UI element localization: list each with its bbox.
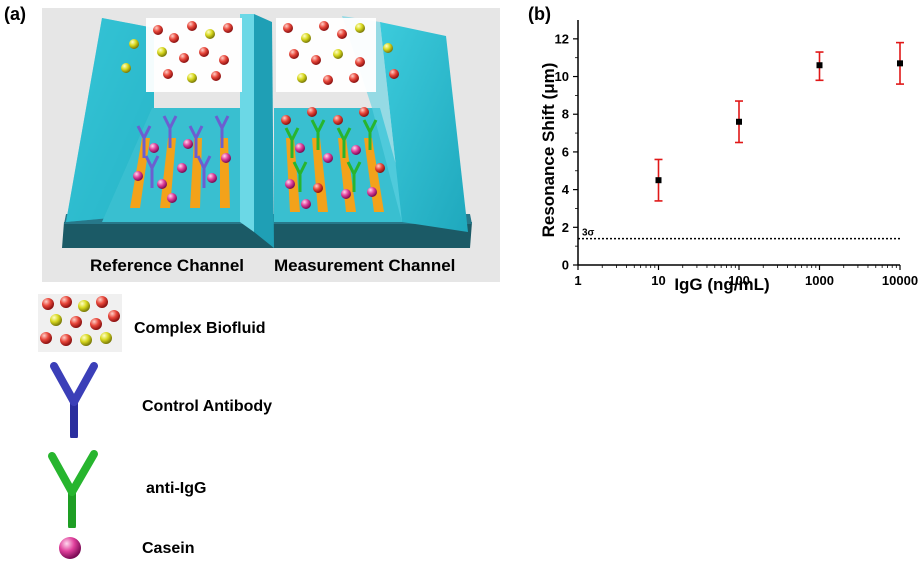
data-point (897, 60, 903, 67)
y-tick-label: 10 (555, 69, 569, 84)
panel-a-label: (a) (4, 4, 26, 24)
x-tick-label: 100 (728, 273, 750, 288)
x-tick-label: 1000 (805, 273, 834, 288)
channel-divider (254, 14, 274, 248)
x-tick-label: 10 (651, 273, 665, 288)
data-point (655, 177, 662, 184)
x-axis-label: IgG (ng/mL) (674, 275, 769, 294)
legend-complex-biofluid: Complex Biofluid (134, 320, 266, 337)
reference-channel-caption: Reference Channel (90, 256, 244, 275)
biofluid-particles (121, 21, 399, 85)
x-tick-label: 1 (574, 273, 581, 288)
y-tick-label: 12 (555, 31, 569, 46)
data-point (816, 62, 823, 69)
measurement-channel-wall (380, 22, 468, 232)
anti-igg-antibodies (284, 119, 378, 192)
x-tick-label: 10000 (882, 273, 918, 288)
casein-sphere-icon (59, 537, 81, 559)
measurement-channel-caption: Measurement Channel (274, 256, 456, 275)
resonance-shift-chart: 1 10 100 1000 10000 0 2 4 6 8 10 12 3σ IgG (ng/mL)… (539, 20, 918, 294)
legend-casein: Casein (142, 540, 195, 557)
x-axis-ticks: 1 10 100 1000 10000 (574, 265, 918, 288)
legend-control-antibody: Control Antibody (142, 398, 273, 415)
y-tick-label: 2 (562, 220, 569, 235)
y-tick-label: 4 (562, 182, 570, 197)
control-antibody-icon (50, 362, 98, 438)
channel-illustration (42, 8, 500, 282)
threshold-line-group: 3σ (578, 228, 900, 240)
y-axis-ticks: 0 2 4 6 8 10 12 (555, 31, 578, 273)
measurement-particles (281, 107, 385, 209)
y-axis-label: Resonance Shift (μm) (539, 63, 558, 238)
biofluid-particles-icon (38, 294, 122, 352)
panel-b-label: (b) (528, 4, 551, 24)
legend-anti-igg: anti-IgG (146, 480, 207, 497)
y-tick-label: 6 (562, 144, 569, 159)
anti-igg-icon (48, 450, 98, 528)
measurement-electrodes (286, 138, 384, 212)
y-tick-label: 8 (562, 107, 569, 122)
reference-casein (133, 139, 231, 203)
threshold-label: 3σ (582, 228, 595, 239)
control-antibodies (136, 115, 230, 188)
data-point (736, 118, 742, 125)
data-points (654, 41, 904, 202)
y-tick-label: 0 (562, 258, 569, 273)
